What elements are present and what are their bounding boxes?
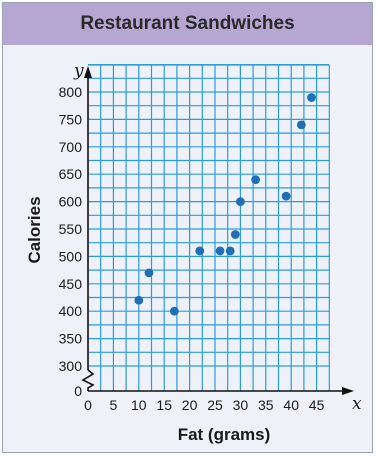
- x-tick-label: 0: [84, 397, 92, 413]
- data-point: [307, 93, 316, 102]
- y-axis-arrow: [84, 66, 92, 78]
- title-bar: Restaurant Sandwiches: [3, 3, 372, 45]
- y-axis-break: [81, 369, 95, 391]
- data-point: [236, 197, 245, 207]
- y-tick-label: 750: [59, 111, 83, 127]
- data-point: [169, 306, 179, 316]
- x-tick-label: 25: [207, 397, 223, 413]
- grid: [88, 63, 330, 391]
- y-tick-label: 0: [74, 383, 82, 399]
- y-tick-label: 350: [59, 331, 83, 347]
- y-tick-label: 500: [59, 248, 83, 264]
- data-points: [134, 93, 316, 316]
- x-axis-arrow: [342, 387, 354, 395]
- y-tick-label: 450: [59, 276, 83, 292]
- y-tick-label: 600: [59, 194, 83, 210]
- tick-labels: 0 5 10 15 20 25 30 35 40 450300350400450500550600…: [59, 84, 325, 413]
- data-point: [134, 295, 144, 305]
- data-point: [281, 191, 291, 201]
- y-tick-label: 300: [59, 358, 83, 374]
- y-tick-label: 800: [59, 84, 83, 100]
- data-point: [251, 175, 261, 185]
- x-tick-label: 20: [182, 397, 198, 413]
- x-tick-label: 5: [110, 397, 118, 413]
- x-tick-label: 35: [258, 397, 274, 413]
- axes: [81, 66, 354, 395]
- y-tick-label: 650: [59, 166, 83, 182]
- x-tick-label: 30: [233, 397, 249, 413]
- x-tick-label: 40: [283, 397, 299, 413]
- data-point: [195, 246, 205, 256]
- y-tick-label: 400: [59, 303, 83, 319]
- data-point: [225, 246, 235, 256]
- y-axis-label: Calories: [25, 196, 44, 263]
- y-tick-label: 700: [59, 139, 83, 155]
- chart-frame: Restaurant Sandwiches: [2, 2, 373, 453]
- x-axis-label: Fat (grams): [178, 425, 271, 444]
- data-point: [230, 230, 240, 239]
- x-axis-variable: x: [352, 394, 362, 414]
- x-tick-label: 10: [131, 397, 147, 413]
- x-tick-label: 45: [309, 397, 325, 413]
- data-point: [296, 120, 306, 130]
- data-point: [144, 268, 154, 278]
- y-axis-variable: y: [73, 61, 84, 81]
- data-point: [215, 246, 225, 256]
- chart-title: Restaurant Sandwiches: [80, 13, 295, 34]
- y-tick-label: 550: [59, 221, 83, 237]
- x-tick-label: 15: [156, 397, 172, 413]
